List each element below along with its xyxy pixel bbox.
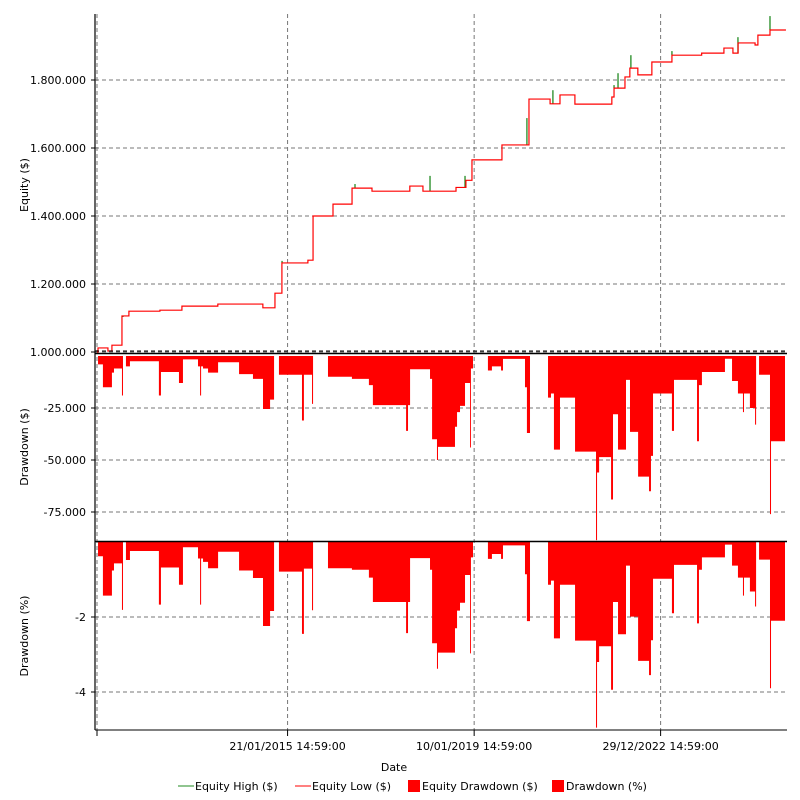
y-tick-label: -2 [75, 611, 86, 624]
legend-box-swatch [552, 780, 564, 792]
x-tick-label: 29/12/2022 14:59:00 [602, 740, 718, 753]
legend-item: Equity Low ($) [295, 780, 391, 793]
axes: 1.000.000 1.200.000 1.400.000 1.600.000 1.80… [30, 14, 787, 753]
y-axis-label-drawdown-percent: Drawdown (%) [18, 596, 31, 677]
y-tick-label: -25.000 [44, 402, 86, 415]
drawdown-percent-area [97, 542, 786, 728]
legend-item: Equity Drawdown ($) [408, 780, 538, 793]
equity-drawdown-area [97, 356, 786, 541]
y-tick-label: 1.600.000 [30, 142, 86, 155]
legend-label: Equity High ($) [195, 780, 278, 793]
equity-low-line [97, 29, 786, 353]
y-tick-label: 1.800.000 [30, 74, 86, 87]
legend-label: Equity Drawdown ($) [422, 780, 538, 793]
y-tick-label: -75.000 [44, 506, 86, 519]
legend-label: Drawdown (%) [566, 780, 647, 793]
x-tick-label: 21/01/2015 14:59:00 [229, 740, 345, 753]
legend-item: Equity High ($) [178, 780, 278, 793]
x-tick-label: 10/01/2019 14:59:00 [416, 740, 532, 753]
chart-marks [97, 16, 786, 728]
y-tick-label: -50.000 [44, 454, 86, 467]
legend-item: Drawdown (%) [552, 780, 647, 793]
y-tick-label: 1.400.000 [30, 210, 86, 223]
y-tick-label: 1.200.000 [30, 278, 86, 291]
y-axis-label-drawdown-dollars: Drawdown ($) [18, 408, 31, 486]
x-axis-label: Date [381, 761, 408, 774]
y-tick-label: 1.000.000 [30, 346, 86, 359]
legend: Equity High ($) Equity Low ($) Equity Draw… [178, 780, 647, 793]
legend-box-swatch [408, 780, 420, 792]
y-axis-label-equity: Equity ($) [18, 158, 31, 212]
legend-label: Equity Low ($) [312, 780, 391, 793]
y-tick-label: -4 [75, 686, 86, 699]
